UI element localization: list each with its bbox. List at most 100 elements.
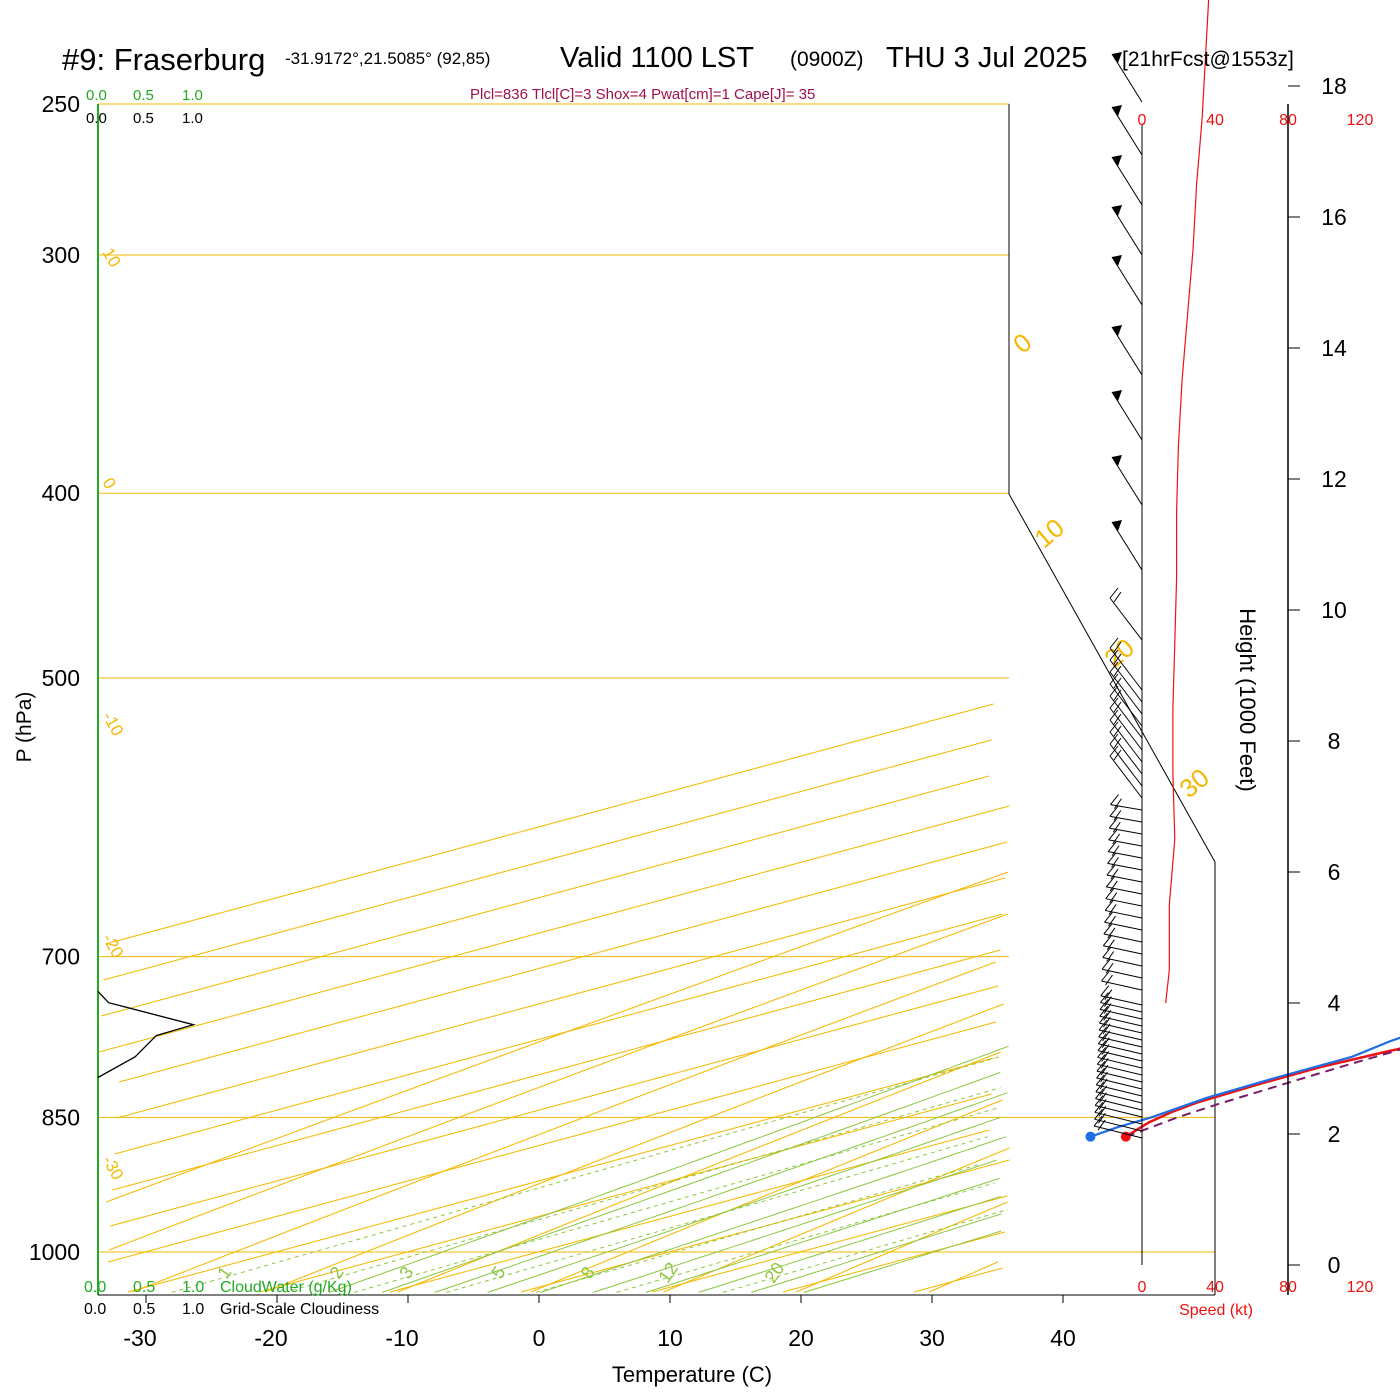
isotherm--80 bbox=[118, 841, 1008, 1083]
isotherm-20 bbox=[651, 1195, 1008, 1293]
isotherm--70 bbox=[116, 877, 1005, 1119]
barb-shaft bbox=[1109, 695, 1143, 739]
barb-pennant bbox=[1112, 325, 1122, 336]
barb-pennant bbox=[1112, 105, 1122, 116]
barb-shaft bbox=[1097, 1050, 1143, 1062]
y-tick-label: 250 bbox=[42, 91, 80, 117]
barb-pennant bbox=[1112, 455, 1122, 466]
barb-shaft bbox=[1109, 827, 1143, 835]
barb-shaft bbox=[1093, 1125, 1143, 1139]
barb-shaft bbox=[1095, 1098, 1143, 1111]
barb-feather bbox=[1104, 989, 1113, 1000]
barb-feather bbox=[1112, 833, 1121, 845]
barb-feather bbox=[1109, 892, 1118, 903]
isotherm--10 bbox=[258, 1093, 992, 1293]
cloud-water-scale-top-2: 1.0 bbox=[182, 87, 203, 104]
dry-adiabat-260 bbox=[264, 1003, 1004, 1293]
barb-shaft bbox=[1094, 1111, 1143, 1125]
height-tick-label: 0 bbox=[1328, 1252, 1341, 1278]
barb-feather bbox=[1107, 841, 1117, 852]
barb-shaft bbox=[1111, 521, 1143, 571]
title-zulu: (0900Z) bbox=[790, 48, 864, 71]
y-tick-label: 850 bbox=[42, 1104, 80, 1130]
moist-adiabat-12 bbox=[540, 1136, 1007, 1293]
barb-pennant bbox=[1112, 155, 1122, 166]
speed-tick-bottom-40: 40 bbox=[1206, 1279, 1224, 1296]
isotherm--50 bbox=[112, 949, 1001, 1191]
y-tick-label: 500 bbox=[42, 665, 80, 691]
speed-tick-top-0: 0 bbox=[1138, 112, 1147, 129]
barb-feather bbox=[1106, 939, 1115, 951]
cloud-water-scale-top-1: 0.5 bbox=[133, 87, 154, 104]
height-tick-label: 6 bbox=[1328, 859, 1341, 885]
dry-adiabat-240 bbox=[108, 913, 1009, 1251]
cloudiness-scale-bottom-0: 0.0 bbox=[84, 1301, 106, 1318]
barb-shaft bbox=[1111, 53, 1143, 103]
speed-tick-bottom-0: 0 bbox=[1138, 1279, 1147, 1296]
barb-shaft bbox=[1110, 804, 1143, 811]
isotherm-0 bbox=[389, 1129, 990, 1293]
x-tick-label: 40 bbox=[1050, 1325, 1076, 1351]
barb-shaft bbox=[1109, 731, 1143, 775]
moist-adiabat-20 bbox=[645, 1177, 1000, 1293]
barb-feather bbox=[1098, 1012, 1108, 1024]
series-temperature bbox=[1125, 1047, 1400, 1138]
cloudiness-scale-bottom-1: 0.5 bbox=[133, 1301, 155, 1318]
barb-feather bbox=[1110, 794, 1119, 805]
barb-feather bbox=[1095, 1074, 1105, 1086]
mixing-ratio-2 bbox=[284, 1087, 1001, 1293]
x-tick-label: 0 bbox=[533, 1325, 546, 1351]
isotherm--100 bbox=[101, 775, 990, 1017]
barb-feather bbox=[1100, 992, 1109, 1003]
barb-shaft bbox=[1111, 256, 1143, 306]
barb-shaft bbox=[1109, 719, 1143, 763]
moist-adiabat-8 bbox=[487, 1116, 1001, 1293]
x-axis-label: Temperature (C) bbox=[612, 1362, 772, 1387]
speed-tick-top-40: 40 bbox=[1206, 112, 1224, 129]
barb-feather bbox=[1096, 1067, 1105, 1079]
barb-feather bbox=[1097, 1040, 1107, 1051]
moist-adiabat-16 bbox=[593, 1159, 997, 1293]
x-tick-label: 10 bbox=[657, 1325, 683, 1351]
barb-feather bbox=[1109, 685, 1119, 697]
barb-shaft bbox=[1111, 106, 1143, 156]
mixing-ratio-1 bbox=[171, 1056, 1000, 1293]
barb-shaft bbox=[1109, 683, 1143, 727]
barb-shaft bbox=[1103, 945, 1143, 955]
barb-shaft bbox=[1111, 391, 1143, 441]
barb-feather bbox=[1109, 637, 1119, 649]
barb-feather bbox=[1101, 970, 1110, 982]
barb-shaft bbox=[1100, 995, 1143, 1006]
barb-shaft bbox=[1109, 707, 1143, 751]
cloudiness-scale-top-1: 0.5 bbox=[133, 110, 154, 127]
barb-feather bbox=[1098, 1026, 1108, 1038]
barb-feather bbox=[1104, 900, 1114, 911]
barb-shaft bbox=[1102, 956, 1143, 967]
barb-pennant bbox=[1112, 390, 1122, 401]
barb-feather bbox=[1105, 888, 1115, 899]
dry-adiabat-250 bbox=[132, 961, 996, 1293]
dry-adiabat-230 bbox=[106, 871, 1009, 1203]
height-tick-label: 18 bbox=[1321, 73, 1347, 99]
barb-shaft bbox=[1109, 659, 1143, 703]
speed-tick-top-80: 80 bbox=[1279, 112, 1297, 129]
barb-feather bbox=[1096, 1060, 1106, 1072]
barb-feather bbox=[1108, 915, 1116, 927]
barb-shaft bbox=[1096, 1070, 1143, 1083]
barb-feather bbox=[1108, 829, 1118, 841]
title-valid: Valid 1100 LST bbox=[560, 42, 754, 74]
barb-pennant bbox=[1112, 205, 1122, 216]
barb-feather bbox=[1114, 798, 1122, 809]
y-tick-label: 300 bbox=[42, 242, 80, 268]
barb-feather bbox=[1094, 1102, 1104, 1113]
y-tick-label: 1000 bbox=[29, 1239, 80, 1265]
barb-shaft bbox=[1099, 1015, 1143, 1027]
barb-feather bbox=[1113, 591, 1122, 603]
wind-speed-profile bbox=[1165, 0, 1210, 1004]
cloudiness-profile bbox=[97, 990, 196, 1079]
series-dewpoint bbox=[1090, 1036, 1400, 1138]
speed-axis-label: Speed (kt) bbox=[1179, 1302, 1253, 1319]
barb-feather bbox=[1108, 904, 1117, 915]
barb-feather bbox=[1107, 853, 1116, 864]
barb-shaft bbox=[1109, 755, 1143, 799]
